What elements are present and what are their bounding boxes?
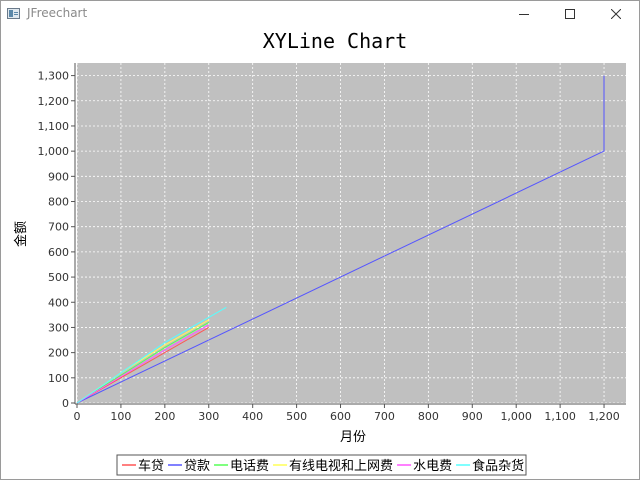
y-tick-label: 0	[62, 397, 69, 410]
title-bar[interactable]: JFreechart	[1, 1, 639, 27]
x-tick-label: 800	[418, 410, 439, 423]
series-line	[76, 75, 605, 404]
legend-label: 食品杂货	[472, 458, 524, 474]
y-axis-label: 金额	[13, 221, 29, 247]
y-tick-label: 1,200	[38, 95, 70, 108]
series-line	[76, 321, 210, 404]
minimize-button[interactable]	[501, 1, 547, 27]
maximize-icon	[565, 9, 575, 19]
plot-area	[77, 63, 626, 403]
y-tick-label: 400	[48, 296, 69, 309]
x-tick-label: 100	[110, 410, 131, 423]
maximize-button[interactable]	[547, 1, 593, 27]
legend-label: 贷款	[184, 459, 210, 474]
close-icon	[611, 9, 621, 19]
x-axis-ticks: 0 100 200 300 400 500 600 700 800 900 1,000 1,100 1,…	[74, 404, 620, 423]
java-app-icon	[7, 8, 20, 19]
legend-items: 车贷 贷款 电话费 有线电视和上网费 水电费 食品杂货	[122, 458, 524, 474]
x-tick-label: 600	[330, 410, 351, 423]
chart-title: XYLine Chart	[263, 29, 408, 53]
y-tick-label: 700	[48, 221, 69, 234]
x-tick-label: 300	[198, 410, 219, 423]
chart-panel: XYLine Chart 0 100 200 300 400 500 600 700 800 90…	[13, 29, 626, 476]
legend-label: 电话费	[230, 459, 269, 474]
x-tick-label: 1,200	[588, 410, 620, 423]
y-axis-ticks: 0 100 200 300 400 500 600 700 800 900 1,000 1,100 1,…	[38, 70, 75, 410]
y-tick-label: 600	[48, 246, 69, 259]
series-line	[76, 326, 210, 404]
x-axis-label: 月份	[340, 430, 366, 445]
series-line	[76, 324, 210, 404]
window-title: JFreechart	[27, 6, 88, 20]
x-tick-label: 900	[462, 410, 483, 423]
x-tick-label: 0	[74, 410, 81, 423]
x-tick-label: 500	[286, 410, 307, 423]
y-tick-label: 100	[48, 372, 69, 385]
x-tick-label: 1,100	[544, 410, 576, 423]
y-tick-label: 800	[48, 196, 69, 209]
legend-label: 车贷	[138, 458, 164, 474]
x-tick-label: 1,000	[500, 410, 532, 423]
x-tick-label: 400	[242, 410, 263, 423]
legend-label: 水电费	[413, 459, 452, 474]
x-tick-label: 200	[154, 410, 175, 423]
y-tick-label: 300	[48, 321, 69, 334]
y-tick-label: 1,000	[38, 145, 70, 158]
series-line	[76, 306, 227, 404]
x-tick-label: 700	[374, 410, 395, 423]
y-tick-label: 1,100	[38, 120, 70, 133]
series-lines	[76, 75, 605, 404]
y-tick-label: 900	[48, 170, 69, 183]
y-tick-label: 1,300	[38, 70, 70, 83]
y-tick-label: 200	[48, 347, 69, 360]
minimize-icon	[519, 14, 529, 15]
close-button[interactable]	[593, 1, 639, 27]
y-tick-label: 500	[48, 271, 69, 284]
legend-label: 有线电视和上网费	[289, 459, 393, 474]
legend	[116, 454, 527, 476]
